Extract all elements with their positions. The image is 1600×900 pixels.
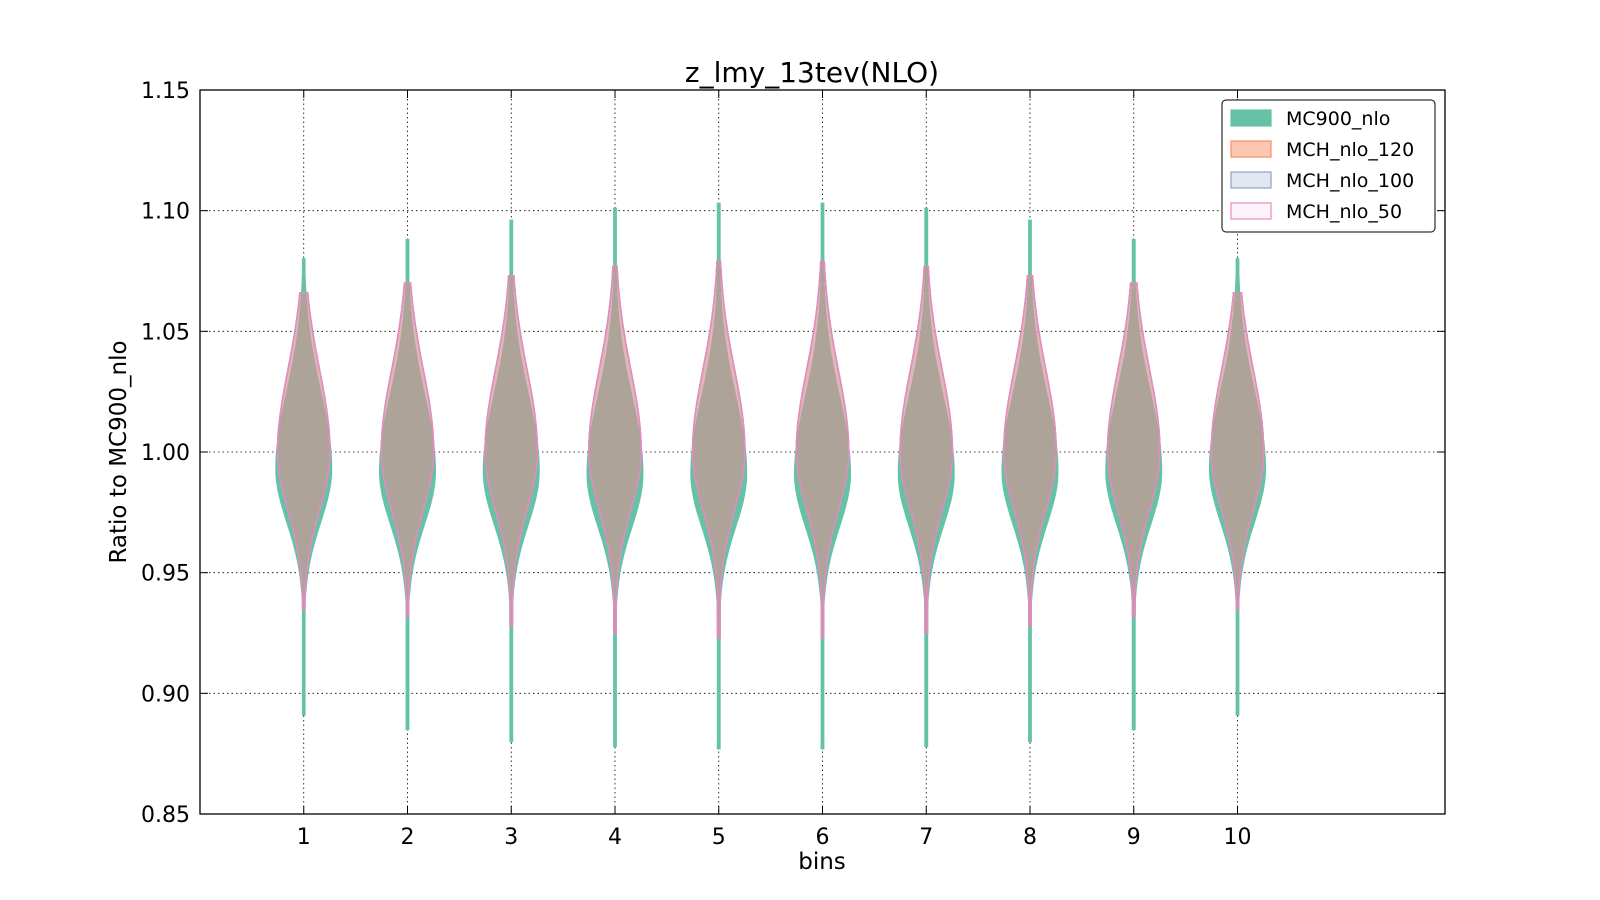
y-tick-label: 0.90 bbox=[141, 682, 190, 707]
x-tick-label: 10 bbox=[1224, 825, 1252, 850]
x-tick-label: 6 bbox=[816, 825, 830, 850]
legend-swatch bbox=[1230, 140, 1272, 158]
violin-MCH_nlo_50-bin-5 bbox=[691, 260, 746, 639]
violin-MCH_nlo_50-bin-2 bbox=[380, 282, 435, 617]
legend-label: MC900_nlo bbox=[1286, 108, 1390, 130]
violin-MCH_nlo_50-bin-10 bbox=[1210, 292, 1265, 610]
y-axis-ticks: 0.85 0.90 0.95 1.00 1.05 1.10 1.15 bbox=[141, 79, 1445, 828]
legend: MC900_nlo MCH_nlo_120 MCH_nlo_100 MCH_nlo_5… bbox=[1221, 99, 1436, 233]
legend-swatch bbox=[1230, 171, 1272, 189]
y-tick-label: 0.95 bbox=[141, 562, 190, 587]
x-axis-ticks: 1 2 3 4 5 6 7 8 9 10 bbox=[297, 90, 1252, 850]
violin-MCH_nlo_50-bin-1 bbox=[276, 292, 331, 610]
x-tick-label: 3 bbox=[504, 825, 518, 850]
legend-box bbox=[1221, 99, 1436, 233]
violin-MCH_nlo_50-bin-3 bbox=[484, 275, 539, 627]
x-tick-label: 9 bbox=[1127, 825, 1141, 850]
y-tick-label: 0.85 bbox=[141, 803, 190, 828]
x-tick-label: 1 bbox=[297, 825, 311, 850]
y-tick-label: 1.05 bbox=[141, 320, 190, 345]
violin-MCH_nlo_50-bin-9 bbox=[1106, 282, 1161, 617]
legend-swatch bbox=[1230, 109, 1272, 127]
x-axis-title: bins bbox=[798, 849, 846, 875]
legend-label: MCH_nlo_120 bbox=[1286, 139, 1414, 161]
y-tick-label: 1.00 bbox=[141, 441, 190, 466]
violins bbox=[275, 202, 1266, 750]
legend-label: MCH_nlo_100 bbox=[1286, 170, 1414, 192]
x-tick-label: 8 bbox=[1023, 825, 1037, 850]
y-axis-title: Ratio to MC900_nlo bbox=[106, 340, 132, 563]
chart-title: z_lmy_13tev(NLO) bbox=[685, 56, 939, 89]
legend-swatch bbox=[1230, 202, 1272, 220]
x-tick-label: 2 bbox=[401, 825, 415, 850]
violin-MCH_nlo_50-bin-4 bbox=[588, 265, 642, 634]
y-tick-label: 1.15 bbox=[141, 79, 190, 104]
y-tick-label: 1.10 bbox=[141, 200, 190, 225]
legend-label: MCH_nlo_50 bbox=[1286, 201, 1402, 223]
violin-MCH_nlo_50-bin-6 bbox=[795, 260, 850, 639]
violin-MCH_nlo_50-bin-7 bbox=[899, 265, 954, 634]
x-tick-label: 7 bbox=[919, 825, 933, 850]
violin-MCH_nlo_50-bin-8 bbox=[1003, 275, 1057, 627]
x-tick-label: 4 bbox=[608, 825, 622, 850]
x-tick-label: 5 bbox=[712, 825, 726, 850]
